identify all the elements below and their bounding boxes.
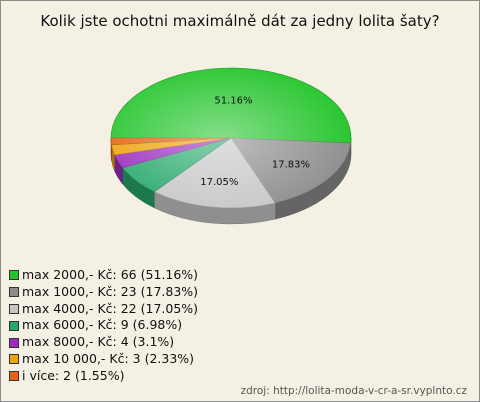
legend-swatch <box>9 320 19 331</box>
legend-item: i více: 2 (1.55%) <box>9 368 198 385</box>
legend-swatch <box>9 337 19 348</box>
legend-label: max 1000,- Kč: 23 (17.83%) <box>22 283 199 299</box>
legend-swatch <box>9 371 19 382</box>
legend-item: max 10 000,- Kč: 3 (2.33%) <box>9 351 198 368</box>
legend-swatch <box>9 287 19 298</box>
slice-percent-label: 17.05% <box>200 177 238 188</box>
legend-swatch <box>9 354 19 365</box>
legend-item: max 8000,- Kč: 4 (3.1%) <box>9 334 198 351</box>
legend-label: max 10 000,- Kč: 3 (2.33%) <box>22 350 195 366</box>
legend-label: max 6000,- Kč: 9 (6.98%) <box>22 317 183 333</box>
legend-label: max 4000,- Kč: 22 (17.05%) <box>22 300 199 316</box>
legend-item: max 6000,- Kč: 9 (6.98%) <box>9 317 198 334</box>
legend-item: max 2000,- Kč: 66 (51.16%) <box>9 267 198 284</box>
legend-label: max 8000,- Kč: 4 (3.1%) <box>22 334 175 350</box>
pie-chart: 51.16% 17.83% 17.05% <box>110 67 352 225</box>
legend-item: max 1000,- Kč: 23 (17.83%) <box>9 284 198 301</box>
slice-percent-label: 51.16% <box>214 96 252 107</box>
legend-swatch <box>9 270 19 281</box>
legend-swatch <box>9 303 19 314</box>
legend-label: max 2000,- Kč: 66 (51.16%) <box>22 267 199 282</box>
legend-item: max 4000,- Kč: 22 (17.05%) <box>9 301 198 318</box>
source-note: zdroj: http://lolita-moda-v-cr-a-sr.vypl… <box>240 385 467 397</box>
legend-label: i více: 2 (1.55%) <box>22 367 125 383</box>
legend: max 2000,- Kč: 66 (51.16%) max 1000,- Kč:… <box>9 267 198 385</box>
slice-percent-label: 17.83% <box>272 160 310 171</box>
chart-title: Kolik jste ochotni maximálně dát za jedn… <box>40 12 440 30</box>
